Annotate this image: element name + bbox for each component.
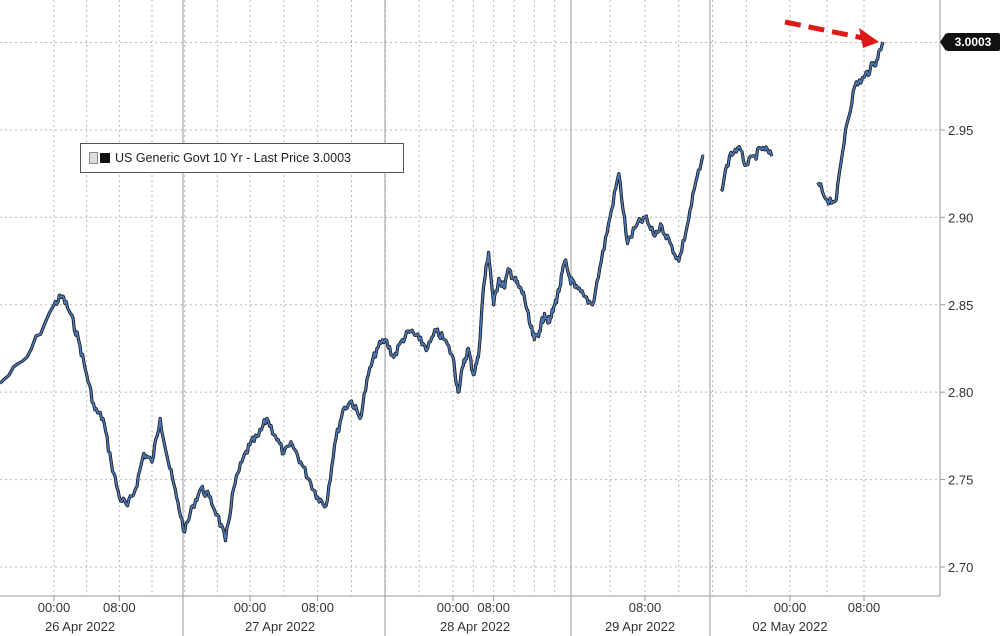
last-value-tag: 3.0003	[940, 33, 1000, 51]
x-tick-label: 08:00	[477, 600, 510, 615]
label-layer: 2.70 2.75 2.80 2.85 2.90 2.95 00:00 08:00 00:00 0…	[38, 123, 974, 634]
x-tick-label: 00:00	[774, 600, 807, 615]
series-line	[817, 41, 884, 205]
day-separators	[182, 0, 711, 636]
grid-layer	[0, 0, 940, 596]
x-tick-label: 00:00	[437, 600, 470, 615]
series-line	[720, 145, 773, 192]
legend: US Generic Govt 10 Yr - Last Price 3.000…	[80, 143, 404, 173]
x-tick-label: 08:00	[103, 600, 136, 615]
x-date-label: 28 Apr 2022	[440, 619, 510, 634]
x-date-label: 29 Apr 2022	[605, 619, 675, 634]
red-arrow-line	[784, 19, 864, 41]
legend-checkbox-icon	[89, 152, 98, 164]
x-date-label: 27 Apr 2022	[245, 619, 315, 634]
series-line-shadow	[0, 154, 705, 543]
x-tick-label: 08:00	[848, 600, 881, 615]
series-layer	[0, 41, 885, 543]
y-tick-label: 2.75	[948, 473, 973, 488]
last-value-tag-text: 3.0003	[955, 35, 992, 49]
series-line	[0, 155, 705, 542]
x-tick-label: 08:00	[301, 600, 334, 615]
x-tick-label: 00:00	[38, 600, 71, 615]
x-date-label: 26 Apr 2022	[45, 619, 115, 634]
x-tick-label: 00:00	[234, 600, 267, 615]
y-tick-label: 2.95	[948, 123, 973, 138]
legend-swatch	[100, 153, 110, 163]
y-tick-label: 2.85	[948, 298, 973, 313]
red-arrow-head-icon	[859, 28, 879, 48]
y-tick-label: 2.90	[948, 210, 973, 225]
legend-label: US Generic Govt 10 Yr - Last Price 3.000…	[115, 151, 351, 165]
series-line-shadow	[719, 145, 774, 193]
y-tick-label: 2.70	[948, 560, 973, 575]
x-date-label: 02 May 2022	[752, 619, 827, 634]
last-value-tag-pointer	[940, 33, 946, 51]
last-value-tag-box	[946, 33, 1000, 51]
y-tick-label: 2.80	[948, 385, 973, 400]
x-tick-label: 08:00	[629, 600, 662, 615]
annotation-layer: 3.0003	[784, 19, 1000, 51]
series-line-shadow	[816, 41, 885, 206]
axis-layer	[0, 0, 945, 601]
